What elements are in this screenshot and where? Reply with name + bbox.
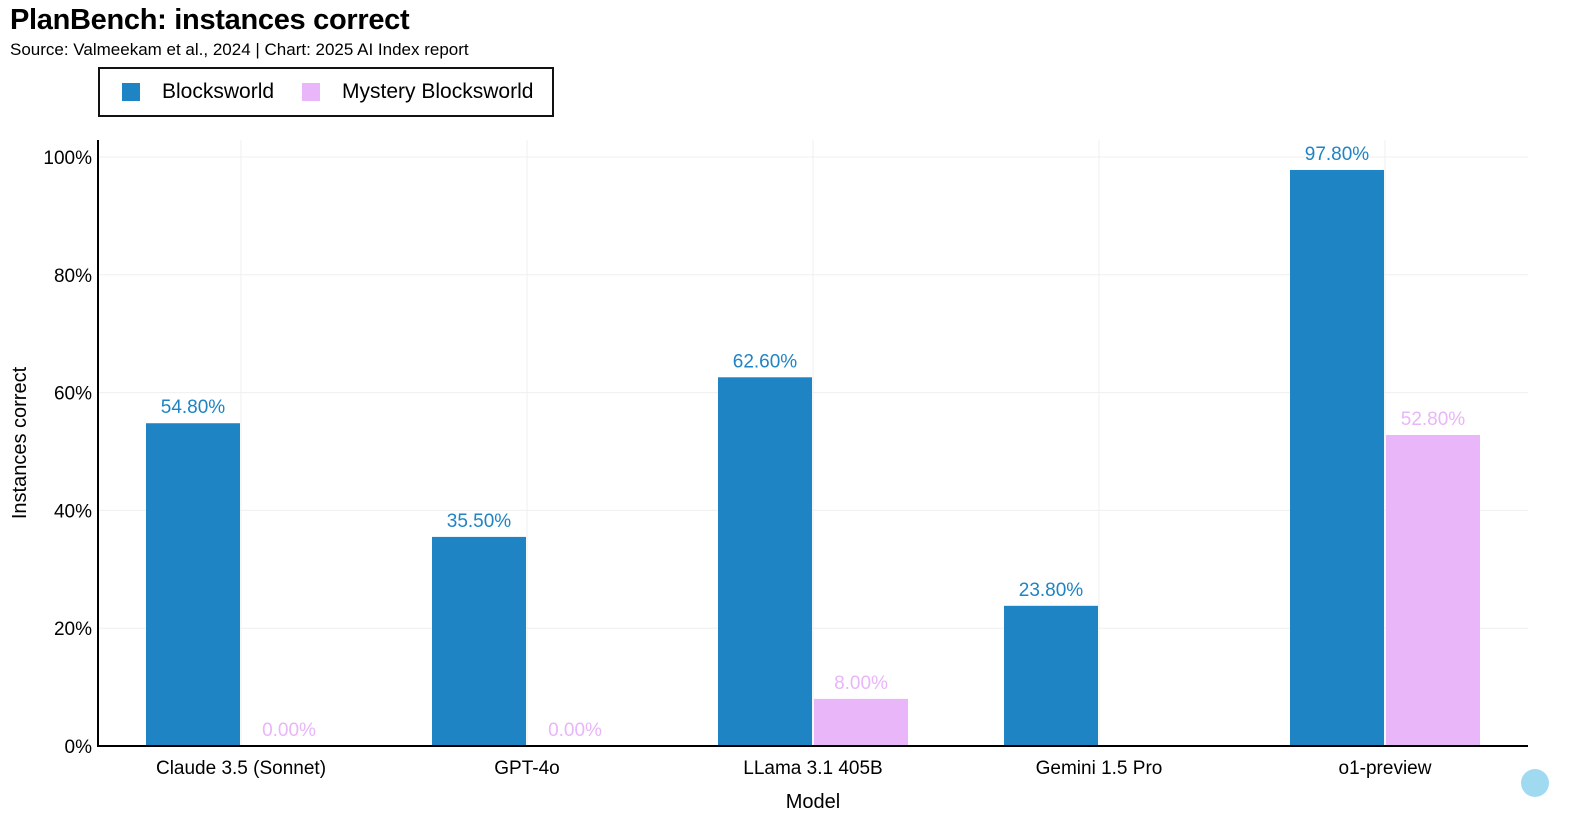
- x-tick-label: LLama 3.1 405B: [743, 758, 882, 779]
- watermark-logo-icon: [1521, 769, 1549, 797]
- legend-item-blocksworld: Blocksworld: [122, 80, 274, 104]
- y-axis-label: Instances correct: [9, 366, 31, 519]
- y-tick-label: 20%: [54, 619, 92, 640]
- legend-swatch-blocksworld: [122, 83, 140, 101]
- data-label: 62.60%: [733, 351, 798, 372]
- data-label: 52.80%: [1401, 409, 1466, 430]
- bar-mystery-blocksworld: [814, 698, 908, 746]
- data-label: 54.80%: [161, 397, 226, 418]
- legend-label: Blocksworld: [162, 80, 275, 103]
- data-label: 35.50%: [447, 511, 512, 532]
- legend-item-mystery-blocksworld: Mystery Blocksworld: [302, 80, 533, 104]
- data-label: 0.00%: [262, 720, 316, 741]
- y-tick-label: 40%: [54, 501, 92, 522]
- bar-blocksworld: [718, 377, 812, 746]
- data-label: 23.80%: [1019, 580, 1084, 601]
- y-tick-label: 80%: [54, 266, 92, 287]
- x-tick-label: Gemini 1.5 Pro: [1036, 758, 1163, 779]
- bar-blocksworld: [432, 536, 526, 746]
- y-tick-label: 100%: [43, 148, 92, 169]
- legend: Blocksworld Mystery Blocksworld: [98, 67, 554, 117]
- bar-mystery-blocksworld: [1386, 435, 1480, 746]
- x-tick-label: GPT-4o: [494, 758, 559, 779]
- x-tick-label: Claude 3.5 (Sonnet): [156, 758, 326, 779]
- chart-title: PlanBench: instances correct: [10, 4, 410, 36]
- legend-label: Mystery Blocksworld: [342, 80, 534, 103]
- y-tick-label: 0%: [65, 737, 93, 758]
- y-tick-label: 60%: [54, 384, 92, 405]
- data-label: 97.80%: [1305, 144, 1370, 165]
- x-tick-label: o1-preview: [1339, 758, 1432, 779]
- bar-blocksworld: [146, 423, 240, 746]
- x-axis-label: Model: [786, 791, 840, 813]
- data-label: 8.00%: [834, 673, 888, 694]
- legend-swatch-mystery-blocksworld: [302, 83, 321, 101]
- bar-blocksworld: [1290, 169, 1384, 746]
- chart-subtitle: Source: Valmeekam et al., 2024 | Chart: …: [10, 40, 469, 59]
- data-label: 0.00%: [548, 720, 602, 741]
- bar-blocksworld: [1004, 605, 1098, 746]
